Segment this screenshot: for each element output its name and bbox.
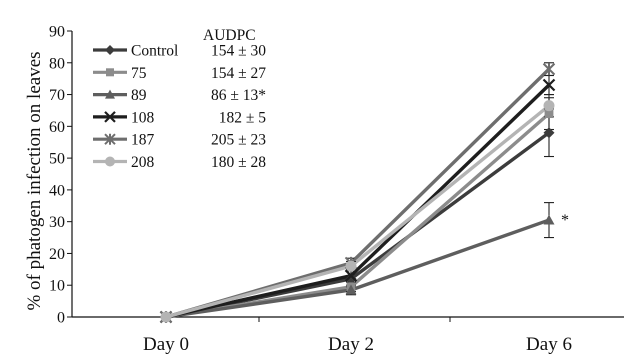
x-tick-label: Day 2 (328, 334, 374, 355)
y-tick-label: 0 (57, 310, 65, 327)
legend-audpc-89: 86 ± 13* (211, 87, 266, 104)
legend-label-208: 208 (131, 154, 155, 171)
data-point-208 (160, 311, 172, 323)
data-point-108 (344, 269, 358, 282)
data-point-208 (345, 260, 357, 272)
data-point-108 (542, 78, 556, 92)
y-tick-label: 80 (49, 55, 65, 72)
data-point-control (345, 273, 357, 285)
legend-label-89: 89 (131, 87, 147, 104)
x-tick-label: Day 6 (526, 334, 572, 355)
y-tick-label: 10 (49, 278, 65, 295)
data-point-89 (345, 284, 357, 295)
legend-audpc-108: 182 ± 5 (219, 109, 267, 126)
legend-label-control: Control (131, 43, 178, 60)
axes: 0 10 20 30 40 50 60 70 80 90 Day 0 Day 2 Day 6 (49, 24, 624, 355)
legend-marker-75 (106, 68, 114, 77)
x-tick-label: Day 0 (143, 334, 189, 355)
data-point-89 (543, 214, 555, 225)
legend-label-108: 108 (131, 109, 155, 126)
data-point-187 (542, 62, 556, 76)
legend-label-187: 187 (131, 132, 155, 149)
y-axis-label: % of phatogen infection on leaves (24, 51, 45, 310)
legend-audpc-187: 205 ± 23 (211, 132, 266, 149)
data-point-control (543, 127, 555, 139)
y-tick-label: 50 (49, 151, 65, 168)
series-markers: * (159, 62, 569, 324)
series-lines (165, 67, 551, 319)
legend-marker-208 (105, 156, 115, 167)
y-tick-label: 60 (49, 119, 65, 136)
data-point-208 (543, 100, 555, 112)
y-tick-label: 90 (49, 24, 65, 41)
significance-marker: * (561, 212, 569, 229)
legend: AUDPC Control 154 ± 30 75 154 ± 27 89 86 ± 13*… (93, 27, 266, 171)
legend-marker-control (105, 45, 115, 55)
legend-audpc-control: 154 ± 30 (211, 43, 266, 60)
legend-marker-187 (104, 133, 116, 145)
legend-marker-108 (104, 111, 116, 123)
y-tick-label: 20 (49, 246, 65, 263)
legend-value-header: AUDPC (203, 27, 256, 44)
legend-marker-89 (105, 89, 115, 99)
y-tick-label: 30 (49, 214, 65, 231)
y-tick-label: 40 (49, 182, 65, 199)
y-tick-label: 70 (49, 87, 65, 104)
legend-audpc-75: 154 ± 27 (211, 65, 266, 82)
legend-label-75: 75 (131, 65, 147, 82)
data-point-75 (544, 109, 554, 119)
legend-audpc-208: 180 ± 28 (211, 154, 266, 171)
